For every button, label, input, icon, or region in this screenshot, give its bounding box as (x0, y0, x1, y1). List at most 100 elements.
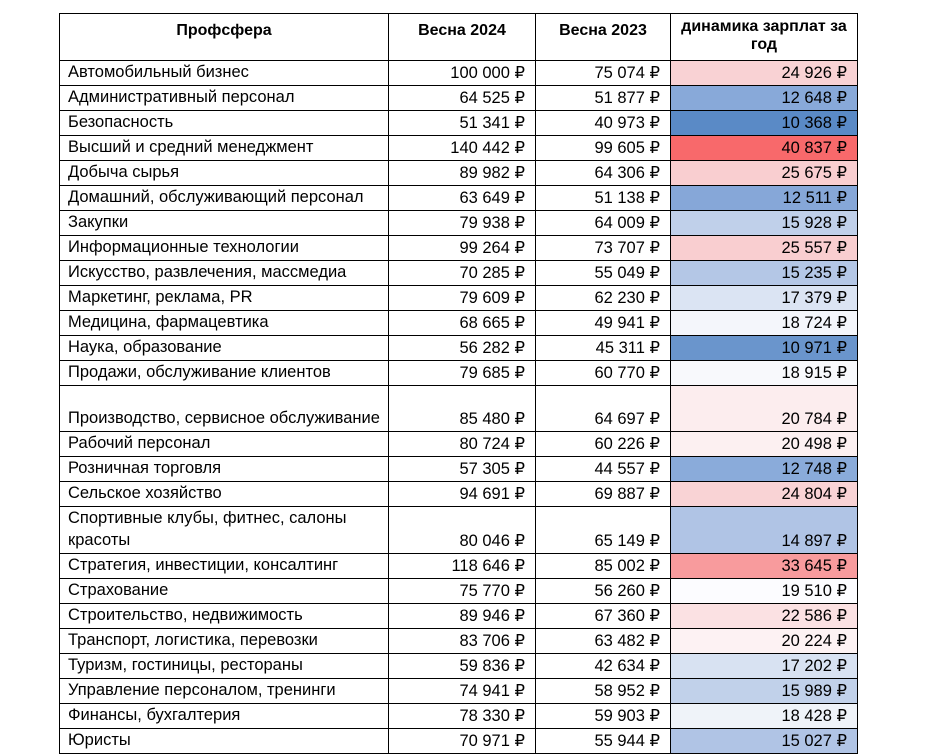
table-row: Управление персоналом, тренинги 74 941 ₽5… (59, 678, 858, 704)
table-row: Медицина, фармацевтика 68 665 ₽49 941 ₽18… (59, 310, 858, 336)
salary-2023-cell: 51 138 ₽ (535, 185, 671, 211)
table-row: Наука, образование 56 282 ₽45 311 ₽10 971… (59, 335, 858, 361)
table-row: Стратегия, инвестиции, консалтинг 118 646… (59, 553, 858, 579)
salary-delta-cell: 25 557 ₽ (670, 235, 858, 261)
salary-2023-cell: 64 306 ₽ (535, 160, 671, 186)
salary-delta-cell: 18 724 ₽ (670, 310, 858, 336)
salary-2023-cell: 60 226 ₽ (535, 431, 671, 457)
salary-delta-cell: 40 837 ₽ (670, 135, 858, 161)
salary-2024-cell: 57 305 ₽ (388, 456, 536, 482)
salary-delta-cell: 19 510 ₽ (670, 578, 858, 604)
table-row: Строительство, недвижимость 89 946 ₽67 36… (59, 603, 858, 629)
salary-2024-cell: 79 685 ₽ (388, 360, 536, 386)
salary-2024-cell: 80 046 ₽ (388, 506, 536, 554)
salary-2024-cell: 79 938 ₽ (388, 210, 536, 236)
sphere-name-cell: Туризм, гостиницы, рестораны (59, 653, 389, 679)
table-row: Юристы 70 971 ₽55 944 ₽15 027 ₽ (59, 728, 858, 754)
salary-delta-cell: 33 645 ₽ (670, 553, 858, 579)
sphere-name-cell: Автомобильный бизнес (59, 60, 389, 86)
salary-2023-cell: 42 634 ₽ (535, 653, 671, 679)
salary-delta-cell: 15 989 ₽ (670, 678, 858, 704)
sphere-name-cell: Медицина, фармацевтика (59, 310, 389, 336)
salary-2023-cell: 64 697 ₽ (535, 385, 671, 432)
salary-2023-cell: 55 049 ₽ (535, 260, 671, 286)
salary-2023-cell: 62 230 ₽ (535, 285, 671, 311)
table-row: Розничная торговля 57 305 ₽44 557 ₽12 748… (59, 456, 858, 482)
header-salary-trend: динамика зарплат за год (670, 13, 858, 61)
salary-delta-cell: 18 428 ₽ (670, 703, 858, 729)
sphere-name-cell: Закупки (59, 210, 389, 236)
salary-delta-cell: 15 928 ₽ (670, 210, 858, 236)
sphere-name-cell: Розничная торговля (59, 456, 389, 482)
salary-2024-cell: 70 285 ₽ (388, 260, 536, 286)
table-row: Маркетинг, реклама, PR 79 609 ₽62 230 ₽17… (59, 285, 858, 311)
sphere-name-cell: Сельское хозяйство (59, 481, 389, 507)
sphere-name-cell: Добыча сырья (59, 160, 389, 186)
table-row: Транспорт, логистика, перевозки 83 706 ₽6… (59, 628, 858, 654)
salary-delta-cell: 17 202 ₽ (670, 653, 858, 679)
salary-2024-cell: 89 946 ₽ (388, 603, 536, 629)
table-row: Домашний, обслуживающий персонал 63 649 ₽… (59, 185, 858, 211)
sphere-name-cell: Управление персоналом, тренинги (59, 678, 389, 704)
salary-2023-cell: 85 002 ₽ (535, 553, 671, 579)
sphere-name-cell: Финансы, бухгалтерия (59, 703, 389, 729)
salary-table: Профсфера Весна 2024 Весна 2023 динамика… (59, 13, 858, 754)
salary-delta-cell: 14 897 ₽ (670, 506, 858, 554)
table-row: Рабочий персонал 80 724 ₽60 226 ₽20 498 ₽ (59, 431, 858, 457)
salary-2024-cell: 63 649 ₽ (388, 185, 536, 211)
salary-delta-cell: 12 648 ₽ (670, 85, 858, 111)
salary-2023-cell: 75 074 ₽ (535, 60, 671, 86)
salary-2024-cell: 79 609 ₽ (388, 285, 536, 311)
salary-2024-cell: 85 480 ₽ (388, 385, 536, 432)
header-spring-2024: Весна 2024 (388, 13, 536, 61)
salary-2023-cell: 40 973 ₽ (535, 110, 671, 136)
salary-2024-cell: 94 691 ₽ (388, 481, 536, 507)
table-row: Безопасность 51 341 ₽40 973 ₽10 368 ₽ (59, 110, 858, 136)
salary-2024-cell: 100 000 ₽ (388, 60, 536, 86)
salary-delta-cell: 22 586 ₽ (670, 603, 858, 629)
table-row: Автомобильный бизнес 100 000 ₽75 074 ₽24 … (59, 60, 858, 86)
table-row: Страхование 75 770 ₽56 260 ₽19 510 ₽ (59, 578, 858, 604)
table-row: Спортивные клубы, фитнес, салоны красоты… (59, 506, 858, 554)
sphere-name-cell: Домашний, обслуживающий персонал (59, 185, 389, 211)
salary-2023-cell: 44 557 ₽ (535, 456, 671, 482)
salary-delta-cell: 25 675 ₽ (670, 160, 858, 186)
salary-2023-cell: 65 149 ₽ (535, 506, 671, 554)
salary-2023-cell: 67 360 ₽ (535, 603, 671, 629)
salary-2024-cell: 70 971 ₽ (388, 728, 536, 754)
header-row: Профсфера Весна 2024 Весна 2023 динамика… (59, 13, 858, 61)
salary-2023-cell: 99 605 ₽ (535, 135, 671, 161)
salary-2024-cell: 56 282 ₽ (388, 335, 536, 361)
salary-2024-cell: 51 341 ₽ (388, 110, 536, 136)
salary-2024-cell: 118 646 ₽ (388, 553, 536, 579)
table-row: Производство, сервисное обслуживание 85 4… (59, 385, 858, 432)
salary-2024-cell: 80 724 ₽ (388, 431, 536, 457)
salary-delta-cell: 24 804 ₽ (670, 481, 858, 507)
salary-delta-cell: 17 379 ₽ (670, 285, 858, 311)
salary-2024-cell: 99 264 ₽ (388, 235, 536, 261)
salary-2024-cell: 83 706 ₽ (388, 628, 536, 654)
table-body: Автомобильный бизнес 100 000 ₽75 074 ₽ 24 … (59, 60, 858, 754)
salary-2023-cell: 69 887 ₽ (535, 481, 671, 507)
salary-2023-cell: 58 952 ₽ (535, 678, 671, 704)
salary-2023-cell: 49 941 ₽ (535, 310, 671, 336)
sphere-name-cell: Продажи, обслуживание клиентов (59, 360, 389, 386)
salary-delta-cell: 20 784 ₽ (670, 385, 858, 432)
salary-2024-cell: 140 442 ₽ (388, 135, 536, 161)
salary-delta-cell: 12 511 ₽ (670, 185, 858, 211)
table-row: Туризм, гостиницы, рестораны 59 836 ₽42 6… (59, 653, 858, 679)
salary-2023-cell: 73 707 ₽ (535, 235, 671, 261)
salary-2024-cell: 89 982 ₽ (388, 160, 536, 186)
sphere-name-cell: Наука, образование (59, 335, 389, 361)
salary-delta-cell: 20 498 ₽ (670, 431, 858, 457)
table-row: Высший и средний менеджмент 140 442 ₽99 6… (59, 135, 858, 161)
sphere-name-cell: Транспорт, логистика, перевозки (59, 628, 389, 654)
sphere-name-cell: Маркетинг, реклама, PR (59, 285, 389, 311)
salary-delta-cell: 10 971 ₽ (670, 335, 858, 361)
salary-2024-cell: 68 665 ₽ (388, 310, 536, 336)
salary-2023-cell: 60 770 ₽ (535, 360, 671, 386)
sphere-name-cell: Страхование (59, 578, 389, 604)
sphere-name-cell: Юристы (59, 728, 389, 754)
salary-delta-cell: 15 235 ₽ (670, 260, 858, 286)
table-row: Сельское хозяйство 94 691 ₽69 887 ₽24 804… (59, 481, 858, 507)
